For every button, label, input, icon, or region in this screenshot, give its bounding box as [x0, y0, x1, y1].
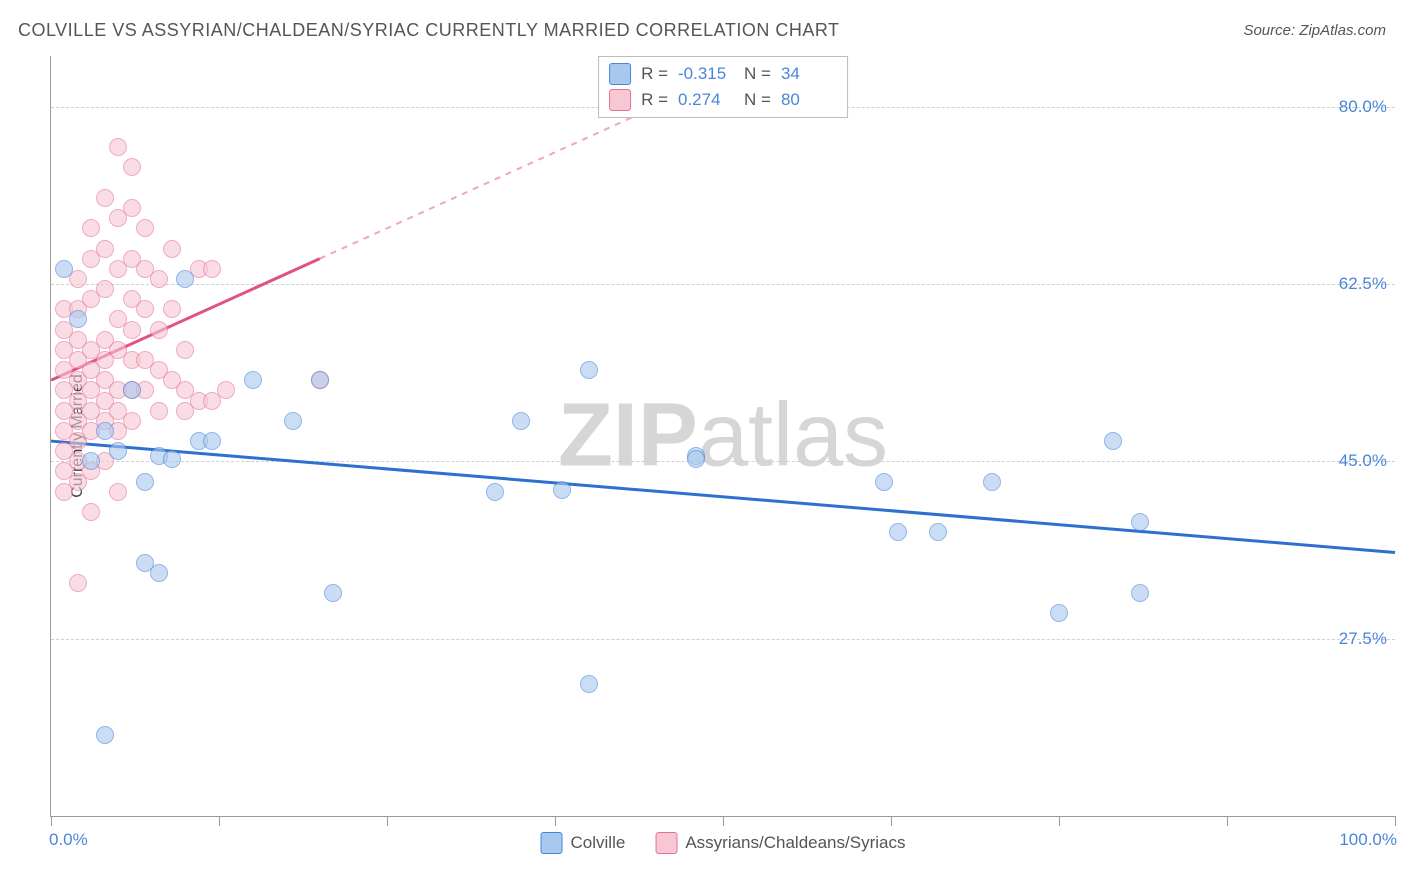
- trend-lines: [51, 56, 1395, 816]
- scatter-point: [203, 260, 221, 278]
- x-tick: [51, 816, 52, 826]
- legend-label: Colville: [571, 833, 626, 853]
- r-label: R =: [641, 90, 668, 110]
- scatter-point: [123, 321, 141, 339]
- scatter-point: [1104, 432, 1122, 450]
- scatter-point: [150, 402, 168, 420]
- legend-series: Colville Assyrians/Chaldeans/Syriacs: [541, 832, 906, 854]
- scatter-point: [311, 371, 329, 389]
- scatter-point: [203, 432, 221, 450]
- scatter-point: [553, 481, 571, 499]
- scatter-point: [150, 321, 168, 339]
- scatter-point: [176, 341, 194, 359]
- trend-line: [320, 107, 656, 259]
- scatter-point: [55, 260, 73, 278]
- x-label-min: 0.0%: [49, 830, 88, 850]
- trend-line: [51, 441, 1395, 552]
- r-label: R =: [641, 64, 668, 84]
- scatter-point: [82, 452, 100, 470]
- scatter-point: [1050, 604, 1068, 622]
- n-label: N =: [744, 64, 771, 84]
- x-tick: [723, 816, 724, 826]
- scatter-point: [512, 412, 530, 430]
- legend-correlation: R = -0.315 N = 34 R = 0.274 N = 80: [598, 56, 848, 118]
- plot-area: Currently Married ZIPatlas 27.5%45.0%62.…: [50, 56, 1395, 817]
- scatter-point: [889, 523, 907, 541]
- scatter-point: [150, 564, 168, 582]
- scatter-point: [109, 483, 127, 501]
- scatter-point: [163, 300, 181, 318]
- r-value: -0.315: [678, 64, 734, 84]
- scatter-point: [163, 450, 181, 468]
- legend-swatch-pink: [609, 89, 631, 111]
- n-value: 80: [781, 90, 837, 110]
- x-tick: [1395, 816, 1396, 826]
- x-tick: [219, 816, 220, 826]
- scatter-point: [109, 138, 127, 156]
- r-value: 0.274: [678, 90, 734, 110]
- scatter-point: [123, 412, 141, 430]
- source-label: Source: ZipAtlas.com: [1243, 22, 1386, 39]
- scatter-point: [1131, 513, 1149, 531]
- scatter-point: [123, 381, 141, 399]
- scatter-point: [82, 219, 100, 237]
- legend-swatch-pink: [655, 832, 677, 854]
- x-tick: [1227, 816, 1228, 826]
- scatter-point: [1131, 584, 1149, 602]
- legend-swatch-blue: [541, 832, 563, 854]
- x-tick: [1059, 816, 1060, 826]
- scatter-point: [486, 483, 504, 501]
- scatter-point: [580, 361, 598, 379]
- x-tick: [891, 816, 892, 826]
- legend-item: Colville: [541, 832, 626, 854]
- x-label-max: 100.0%: [1339, 830, 1397, 850]
- legend-row: R = 0.274 N = 80: [609, 87, 837, 113]
- legend-item: Assyrians/Chaldeans/Syriacs: [655, 832, 905, 854]
- scatter-point: [96, 240, 114, 258]
- scatter-point: [163, 240, 181, 258]
- scatter-point: [82, 503, 100, 521]
- scatter-point: [109, 442, 127, 460]
- legend-row: R = -0.315 N = 34: [609, 61, 837, 87]
- scatter-point: [324, 584, 342, 602]
- legend-swatch-blue: [609, 63, 631, 85]
- scatter-point: [136, 473, 154, 491]
- scatter-point: [244, 371, 262, 389]
- scatter-point: [69, 310, 87, 328]
- scatter-point: [929, 523, 947, 541]
- scatter-point: [136, 300, 154, 318]
- n-label: N =: [744, 90, 771, 110]
- x-tick: [555, 816, 556, 826]
- scatter-point: [983, 473, 1001, 491]
- n-value: 34: [781, 64, 837, 84]
- scatter-point: [96, 189, 114, 207]
- x-tick: [387, 816, 388, 826]
- scatter-point: [136, 219, 154, 237]
- scatter-point: [217, 381, 235, 399]
- scatter-point: [96, 280, 114, 298]
- scatter-point: [687, 450, 705, 468]
- scatter-point: [123, 199, 141, 217]
- scatter-point: [176, 270, 194, 288]
- scatter-point: [875, 473, 893, 491]
- scatter-point: [69, 574, 87, 592]
- chart-title: COLVILLE VS ASSYRIAN/CHALDEAN/SYRIAC CUR…: [18, 20, 840, 41]
- scatter-point: [284, 412, 302, 430]
- legend-label: Assyrians/Chaldeans/Syriacs: [685, 833, 905, 853]
- scatter-point: [96, 422, 114, 440]
- scatter-point: [580, 675, 598, 693]
- scatter-point: [123, 158, 141, 176]
- scatter-point: [150, 270, 168, 288]
- scatter-point: [96, 726, 114, 744]
